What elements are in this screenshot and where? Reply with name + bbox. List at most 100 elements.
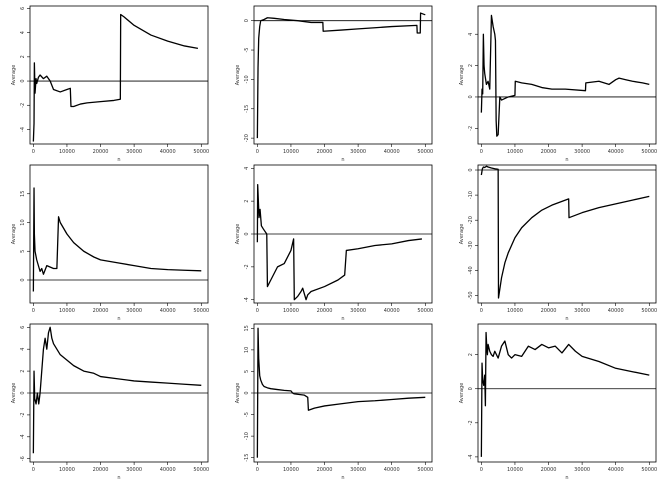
series-line	[32, 326, 202, 454]
y-axis-label: Average	[235, 383, 241, 404]
y-tick-label: -2	[244, 264, 250, 269]
y-tick-label: -6	[20, 456, 26, 461]
chart-panel: 0 10000 20000 30000 40000 50000 -4 -2 0 2 4 6 n Avera…	[11, 5, 209, 163]
x-axis-label: n	[565, 157, 568, 163]
y-tick-label: 4	[20, 31, 26, 34]
x-tick-label: 0	[256, 149, 259, 155]
x-tick-label: 30000	[350, 467, 366, 473]
x-tick-label: 10000	[507, 467, 523, 473]
plot-frame	[29, 164, 209, 304]
x-axis-label: n	[341, 475, 344, 480]
plot-frame	[477, 323, 657, 463]
x-tick-label: 20000	[317, 149, 333, 155]
x-tick-label: 50000	[193, 467, 209, 473]
y-tick-label: -4	[20, 434, 26, 439]
chart-panel: 0 10000 20000 30000 40000 50000 -20 -15 -10 -5 0 n A…	[235, 5, 433, 163]
y-tick-label: -40	[468, 266, 474, 274]
x-axis-label: n	[341, 316, 344, 322]
x-tick-label: 40000	[608, 149, 624, 155]
y-tick-label: -5	[244, 412, 250, 417]
y-tick-label: 10	[244, 347, 250, 353]
y-tick-label: -10	[468, 191, 474, 199]
y-tick-label: 15	[244, 325, 250, 331]
x-tick-label: 10000	[59, 467, 75, 473]
x-tick-label: 20000	[541, 308, 557, 314]
chart-panel: 0 10000 20000 30000 40000 50000 0 5 10 15 n Average	[11, 164, 209, 322]
y-tick-label: -15	[244, 105, 250, 113]
y-axis-label: Average	[235, 65, 241, 86]
y-tick-label: 5	[244, 370, 250, 373]
x-tick-label: 40000	[608, 308, 624, 314]
plot-frame	[477, 164, 657, 304]
x-tick-label: 10000	[507, 308, 523, 314]
chart-panel: 0 10000 20000 30000 40000 50000 -4 -2 0 2 4 n Averag…	[235, 164, 433, 322]
y-axis-label: Average	[235, 224, 241, 245]
y-tick-label: -15	[244, 454, 250, 462]
x-tick-label: 30000	[574, 308, 590, 314]
y-tick-label: 2	[20, 370, 26, 373]
x-tick-label: 50000	[641, 308, 657, 314]
x-tick-label: 0	[256, 467, 259, 473]
y-tick-label: 4	[468, 33, 474, 36]
x-tick-label: 40000	[160, 308, 176, 314]
chart-panel: 0 10000 20000 30000 40000 50000 -2 0 2 4 n Average	[459, 5, 657, 163]
chart-panel: 0 10000 20000 30000 40000 50000 -15 -10 -5 0 5 10 15…	[235, 323, 433, 480]
x-tick-label: 0	[32, 467, 35, 473]
x-tick-label: 20000	[93, 467, 109, 473]
x-tick-label: 30000	[126, 149, 142, 155]
y-tick-label: 6	[20, 326, 26, 329]
x-tick-label: 0	[480, 308, 483, 314]
x-tick-label: 30000	[574, 467, 590, 473]
chart-panel: 0 10000 20000 30000 40000 50000 -4 -2 0 2 n Average	[459, 323, 657, 480]
series-line	[256, 12, 426, 139]
x-tick-label: 40000	[384, 308, 400, 314]
series-line	[256, 327, 426, 458]
x-tick-label: 40000	[384, 149, 400, 155]
y-tick-label: 0	[20, 79, 26, 82]
series-line	[480, 14, 650, 137]
y-tick-label: 0	[20, 278, 26, 281]
x-tick-label: 50000	[641, 467, 657, 473]
y-axis-label: Average	[11, 383, 17, 404]
y-axis-label: Average	[459, 224, 465, 245]
y-tick-label: -2	[468, 126, 474, 131]
chart-panel: 0 10000 20000 30000 40000 50000 -50 -40 -30 -20 -1…	[459, 164, 657, 322]
y-tick-label: -4	[20, 127, 26, 132]
y-tick-label: 0	[468, 168, 474, 171]
x-tick-label: 30000	[350, 149, 366, 155]
y-tick-label: 2	[468, 353, 474, 356]
x-tick-label: 20000	[93, 308, 109, 314]
x-tick-label: 0	[32, 149, 35, 155]
y-tick-label: 4	[20, 348, 26, 351]
x-tick-label: 50000	[417, 308, 433, 314]
y-tick-label: -5	[244, 48, 250, 53]
x-tick-label: 40000	[384, 467, 400, 473]
x-tick-label: 0	[480, 467, 483, 473]
y-tick-label: 0	[468, 95, 474, 98]
y-axis-label: Average	[459, 383, 465, 404]
series-line	[32, 187, 202, 292]
y-tick-label: 0	[244, 391, 250, 394]
y-tick-label: 4	[244, 167, 250, 170]
x-tick-label: 10000	[283, 149, 299, 155]
y-tick-label: 2	[244, 200, 250, 203]
x-tick-label: 20000	[93, 149, 109, 155]
y-tick-label: -10	[244, 75, 250, 83]
y-tick-label: -10	[244, 432, 250, 440]
x-tick-label: 0	[32, 308, 35, 314]
x-tick-label: 0	[256, 308, 259, 314]
y-tick-label: 6	[20, 7, 26, 10]
y-tick-label: 15	[20, 191, 26, 197]
x-tick-label: 20000	[541, 467, 557, 473]
y-tick-label: -30	[468, 241, 474, 249]
x-tick-label: 50000	[417, 467, 433, 473]
y-tick-label: -50	[468, 291, 474, 299]
y-tick-label: -20	[244, 134, 250, 142]
x-tick-label: 20000	[317, 467, 333, 473]
x-tick-label: 50000	[193, 149, 209, 155]
plot-frame	[29, 5, 209, 145]
plot-frame	[477, 5, 657, 145]
y-tick-label: 10	[20, 219, 26, 225]
x-tick-label: 30000	[350, 308, 366, 314]
